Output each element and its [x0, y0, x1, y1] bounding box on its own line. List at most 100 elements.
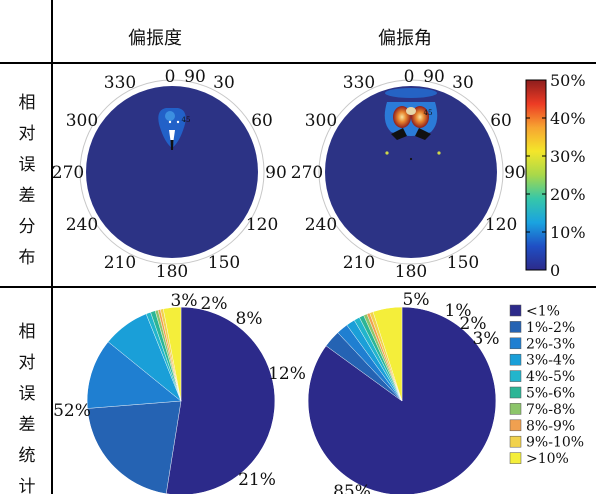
legend-label: <1%	[526, 304, 560, 320]
polar-angle-label: 120	[246, 215, 278, 235]
legend-label: 4%-5%	[526, 369, 575, 385]
legend: <1%1%-2%2%-3%3%-4%4%-5%5%-6%7%-8%8%-9%9%…	[509, 304, 584, 467]
polar-angle-label: 300	[66, 111, 98, 131]
legend-label: 5%-6%	[526, 386, 575, 402]
row-label-char: 误	[19, 155, 36, 175]
polar-contour-region	[158, 108, 186, 148]
polar-hotspot	[385, 151, 389, 155]
legend-label: 9%-10%	[526, 435, 584, 451]
polar-hotspot	[406, 107, 416, 115]
row-label-char: 相	[19, 93, 36, 113]
legend-label: >10%	[526, 451, 569, 467]
polar-error-map	[86, 86, 258, 258]
pie-chart-polarization-angle: 85% 3%2%1% 5%	[307, 290, 499, 494]
polar-angle-label: 240	[66, 215, 98, 235]
polar-angle-label: 270	[52, 163, 84, 183]
polar-contour-marker	[176, 120, 180, 124]
polar-angle-label: 180	[395, 262, 427, 282]
polar-angle-label: 300	[305, 111, 337, 131]
legend-swatch	[509, 403, 522, 415]
row-label-char: 对	[19, 124, 36, 144]
polar-inner-label: 90	[423, 67, 445, 87]
polar-contour-marker	[168, 120, 172, 124]
polar-angle-label: 60	[251, 111, 273, 131]
pie-outline	[307, 306, 497, 494]
legend-swatch	[509, 386, 522, 399]
polar-angle-label: 120	[485, 215, 517, 235]
legend-label: 8%-9%	[526, 418, 575, 434]
pie-slice	[87, 400, 182, 494]
polar-angle-label: 330	[343, 73, 375, 93]
polar-angle-label: 0	[165, 67, 176, 87]
polar-outer-ring	[318, 79, 504, 265]
pie-data-label: 2%	[460, 314, 487, 334]
legend-swatch	[509, 321, 522, 333]
colorbar-tick-label: 0	[550, 261, 560, 280]
column-header-polarization-degree: 偏振度	[128, 28, 182, 49]
polar-angle-label: 90	[265, 163, 287, 183]
pie-data-label: 52%	[53, 401, 91, 421]
row-label-char: 对	[19, 353, 36, 373]
polar-contour-region	[165, 111, 175, 121]
legend-swatch	[509, 435, 522, 448]
polar-contour-region	[385, 88, 437, 98]
legend-swatch	[509, 370, 522, 382]
row-label-char: 计	[19, 477, 36, 494]
legend-swatch	[509, 353, 522, 366]
pie-outline	[86, 306, 276, 494]
polar-angle-label: 330	[104, 73, 136, 93]
pie-data-label: 2%	[201, 294, 228, 314]
polar-angle-label: 90	[504, 163, 526, 183]
pie-data-label: 1%	[445, 301, 472, 321]
polar-angle-label: 0	[404, 67, 415, 87]
legend-swatch	[509, 452, 522, 464]
column-header-polarization-angle: 偏振角	[378, 28, 432, 49]
legend-swatch	[509, 337, 522, 350]
colorbar-tick-label: 20%	[550, 185, 586, 204]
legend-label: 1%-2%	[526, 320, 575, 336]
pie-data-label: 21%	[238, 470, 276, 490]
row-label-char: 分	[19, 217, 36, 237]
polar-angle-label: 30	[452, 73, 474, 93]
legend-label: 7%-8%	[526, 402, 575, 418]
pie-data-label: 5%	[403, 290, 430, 310]
polar-angle-label: 180	[156, 262, 188, 282]
polar-error-map	[325, 86, 497, 258]
polar-contour-label: 45	[424, 109, 433, 117]
pie-data-label: 85%	[333, 482, 371, 494]
pie-chart-polarization-degree: 52% 21% 12% 8% 2%3%	[53, 291, 306, 494]
polar-plot-polarization-degree: 45 0 30 60 90 120 150 180 210 240 270 300 330 90	[52, 67, 287, 282]
colorbar: 50% 40% 30% 20% 10% 0	[525, 71, 586, 280]
polar-angle-label: 30	[213, 73, 235, 93]
polar-inner-label: 90	[184, 67, 206, 87]
colorbar-tick-label: 10%	[550, 223, 586, 242]
legend-label: 3%-4%	[526, 353, 575, 369]
pie-data-label: 8%	[236, 309, 263, 329]
polar-contour-region	[169, 130, 175, 144]
polar-angle-label: 60	[490, 111, 512, 131]
polar-angle-label: 210	[104, 253, 136, 273]
row-label-char: 差	[19, 186, 36, 206]
colorbar-bar	[525, 79, 547, 271]
polar-hotspot	[409, 157, 413, 161]
polar-contour-region	[415, 128, 431, 140]
polar-plot-polarization-angle: 45 0 30 60 90 120 150 180 210 240 270 300 330 90	[291, 67, 526, 282]
polar-contour-region	[170, 140, 174, 150]
colorbar-tick-label: 40%	[550, 109, 586, 128]
row-label-char: 统	[19, 446, 36, 466]
polar-contour-label: 45	[182, 116, 191, 124]
colorbar-tick-label: 50%	[550, 71, 586, 90]
polar-angle-label: 270	[291, 163, 323, 183]
legend-label: 2%-3%	[526, 336, 575, 352]
pie-data-label: 3%	[171, 291, 198, 311]
polar-hotspot	[437, 151, 441, 155]
legend-swatch	[509, 419, 522, 432]
polar-angle-label: 150	[447, 253, 479, 273]
polar-outer-ring	[79, 79, 265, 265]
legend-swatch	[509, 304, 522, 317]
